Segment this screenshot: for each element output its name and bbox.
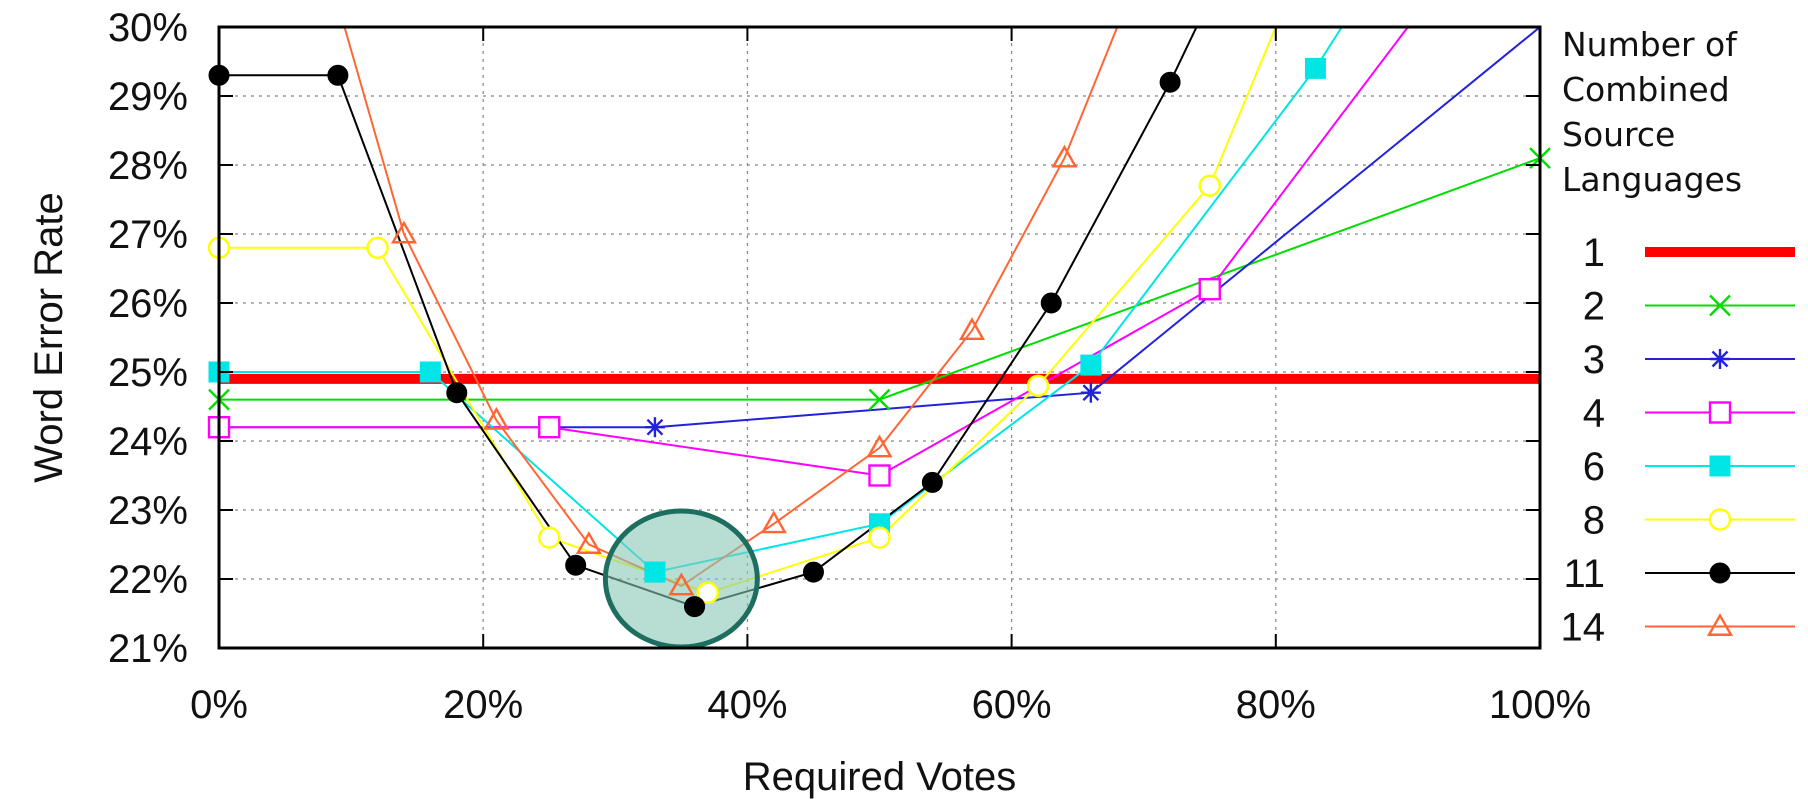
y-tick-label: 29% [108, 75, 188, 119]
marker-star-stroke [1082, 384, 1100, 402]
marker-filled-circle [446, 382, 468, 404]
y-tick-label: 23% [108, 489, 188, 533]
marker-filled-circle [1159, 71, 1181, 93]
series-line-3 [219, 26, 1541, 429]
marker-open-circle [868, 526, 891, 549]
marker-filled-circle [565, 554, 587, 576]
marker-star-stroke [646, 418, 664, 436]
x-tick-label: 80% [1236, 683, 1316, 727]
y-tick-label: 24% [108, 420, 188, 464]
marker-open-triangle [866, 434, 893, 458]
marker-open-triangle [760, 510, 787, 534]
marker-x-stroke [1709, 294, 1731, 317]
highlight-layer [602, 508, 760, 650]
marker-x [1709, 294, 1731, 317]
legend-title-line-3: Source [1562, 115, 1675, 154]
marker-filled-square [1304, 57, 1326, 79]
y-tick-label: 26% [108, 282, 188, 326]
y-axis-label: Word Error Rate [27, 192, 71, 482]
x-tick-label: 100% [1489, 683, 1591, 727]
marker-open-triangle [483, 406, 510, 430]
marker-star [644, 417, 665, 438]
x-tick-label: 60% [972, 683, 1052, 727]
plot-frame [217, 25, 1542, 650]
y-tick-label: 25% [108, 351, 188, 395]
marker-filled-circle [1040, 292, 1062, 314]
legend-label-4: 4 [1583, 392, 1605, 436]
x-axis-label: Required Votes [743, 755, 1017, 799]
marker-open-square [1198, 278, 1221, 301]
legend: Number of Combined Source Languages 1 2 3 4… [1561, 25, 1795, 650]
marker-open-triangle [1051, 144, 1078, 168]
marker-star-stroke [1711, 350, 1729, 368]
axis-ticks [218, 26, 1541, 649]
legend-label-11: 11 [1563, 552, 1605, 596]
series-line-14 [343, 26, 1119, 588]
legend-label-2: 2 [1583, 285, 1605, 329]
marker-x [868, 388, 891, 411]
highlight-circle [602, 508, 760, 650]
marker-filled-square [644, 561, 666, 583]
series-line-6 [219, 26, 1343, 574]
marker-open-circle [1026, 374, 1050, 397]
marker-open-triangle [575, 531, 602, 554]
y-tick-label: 28% [108, 144, 188, 188]
marker-filled-circle [684, 596, 706, 618]
marker-open-square [1708, 401, 1732, 424]
marker-open-triangle [958, 317, 986, 341]
marker-open-square [538, 416, 561, 439]
marker-open-circle [1198, 174, 1221, 197]
grid-lines [219, 27, 1540, 648]
series-line-2 [219, 157, 1541, 401]
marker-star [1080, 382, 1101, 403]
marker-open-circle [1708, 508, 1732, 531]
marker-x-stroke [868, 388, 891, 411]
marker-filled-circle [327, 64, 349, 86]
legend-title-line-1: Number of [1562, 25, 1738, 64]
marker-open-triangle [668, 572, 695, 596]
legend-entries: 1 2 3 4 6 8 11 14 [1561, 231, 1795, 650]
legend-label-8: 8 [1583, 499, 1605, 543]
marker-open-square [868, 464, 891, 487]
x-tick-label: 20% [443, 683, 523, 727]
marker-star [1710, 349, 1730, 369]
series-line-8 [219, 26, 1277, 594]
marker-filled-circle [1709, 562, 1731, 584]
y-tick-label: 30% [108, 6, 188, 50]
legend-label-6: 6 [1583, 445, 1605, 489]
legend-label-3: 3 [1583, 338, 1605, 382]
marker-filled-square [1709, 455, 1731, 477]
y-tick-label: 22% [108, 558, 188, 602]
marker-open-circle [366, 236, 389, 260]
marker-open-circle [696, 581, 719, 604]
marker-open-triangle [390, 220, 418, 244]
marker-filled-square [1080, 354, 1102, 376]
series-line-4 [219, 26, 1409, 477]
y-tick-label: 21% [108, 627, 188, 671]
legend-title-line-4: Languages [1562, 160, 1742, 199]
marker-filled-circle [802, 561, 824, 583]
marker-open-triangle [1706, 613, 1734, 636]
x-tick-label: 40% [707, 683, 787, 727]
legend-label-14: 14 [1561, 606, 1606, 650]
legend-label-1: 1 [1583, 231, 1605, 275]
y-tick-label: 27% [108, 213, 188, 257]
legend-title-line-2: Combined [1562, 70, 1730, 109]
x-tick-label: 0% [190, 683, 248, 727]
marker-open-circle [538, 526, 561, 549]
marker-filled-square [419, 361, 441, 383]
marker-filled-circle [921, 471, 943, 493]
series-markers [207, 57, 1551, 618]
tick-labels: 0% 20% 40% 60% 80% 100% 21% 22% 23% 24% 25% 26% 27% 2… [108, 6, 1591, 727]
